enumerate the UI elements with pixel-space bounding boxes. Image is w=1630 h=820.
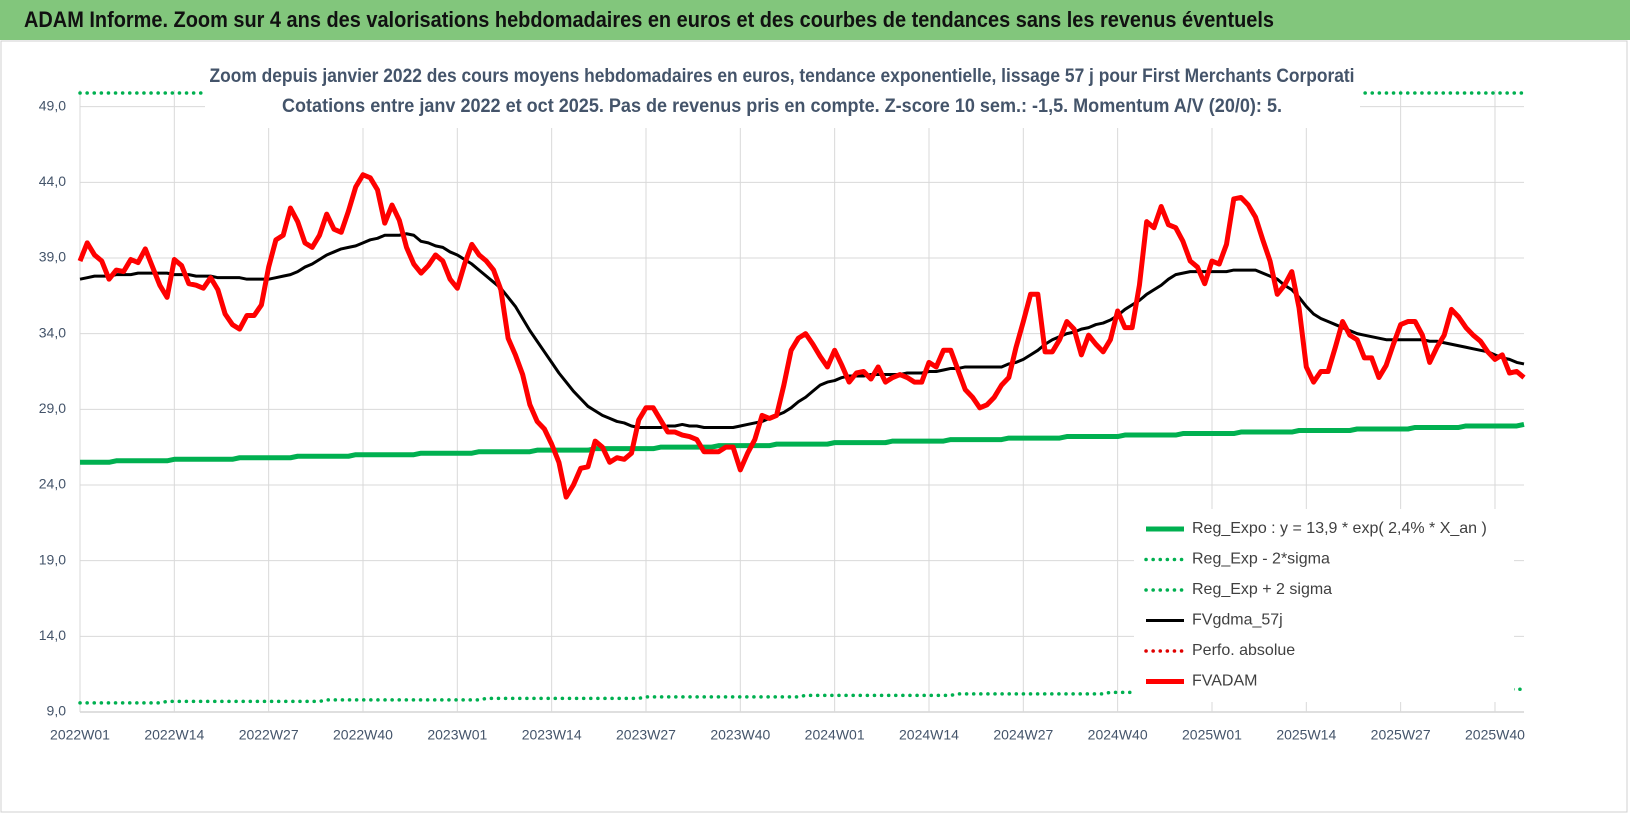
x-tick-label: 2022W40 xyxy=(333,727,393,743)
series-line xyxy=(77,172,1526,500)
y-tick-label: 14,0 xyxy=(39,627,66,643)
y-tick-label: 29,0 xyxy=(39,400,66,416)
legend-label: Reg_Expo : y = 13,9 * exp( 2,4% * X_an ) xyxy=(1192,520,1487,537)
y-tick-label: 19,0 xyxy=(39,551,66,567)
x-tick-label: 2023W40 xyxy=(710,727,770,743)
x-tick-label: 2023W14 xyxy=(522,727,582,743)
title-box: Zoom depuis janvier 2022 des cours moyen… xyxy=(205,58,1360,128)
legend-label: FVgdma_57j xyxy=(1192,612,1283,629)
y-tick-label: 9,0 xyxy=(47,703,67,719)
chart-title: Zoom depuis janvier 2022 des cours moyen… xyxy=(210,66,1355,87)
x-tick-label: 2023W27 xyxy=(616,727,676,743)
x-tick-label: 2023W01 xyxy=(427,727,487,743)
y-tick-label: 34,0 xyxy=(39,324,66,340)
header-title: ADAM Informe. Zoom sur 4 ans des valoris… xyxy=(24,7,1274,32)
x-tick-label: 2025W27 xyxy=(1371,727,1431,743)
chart-subtitle: Cotations entre janv 2022 et oct 2025. P… xyxy=(282,96,1282,117)
series-line xyxy=(80,422,1525,465)
chart-frame xyxy=(0,40,1628,813)
title-background xyxy=(205,58,1360,128)
series-line xyxy=(78,687,1526,705)
legend: Reg_Expo : y = 13,9 * exp( 2,4% * X_an )… xyxy=(1134,509,1514,702)
x-tick-label: 2024W27 xyxy=(993,727,1053,743)
x-tick-label: 2025W14 xyxy=(1276,727,1336,743)
y-tick-label: 44,0 xyxy=(39,173,66,189)
x-tick-label: 2025W40 xyxy=(1465,727,1525,743)
legend-background xyxy=(1134,509,1514,702)
legend-label: FVADAM xyxy=(1192,673,1257,690)
x-tick-label: 2022W14 xyxy=(144,727,204,743)
x-tick-label: 2024W01 xyxy=(805,727,865,743)
y-tick-label: 49,0 xyxy=(39,97,66,113)
y-tick-label: 24,0 xyxy=(39,476,66,492)
legend-label: Reg_Exp - 2*sigma xyxy=(1192,551,1330,568)
x-tick-label: 2025W01 xyxy=(1182,727,1242,743)
header-bar xyxy=(0,0,1630,40)
legend-label: Reg_Exp + 2 sigma xyxy=(1192,581,1332,598)
x-tick-label: 2024W40 xyxy=(1088,727,1148,743)
x-tick-label: 2022W27 xyxy=(239,727,299,743)
x-tick-label: 2022W01 xyxy=(50,727,110,743)
legend-label: Perfo. absolue xyxy=(1192,642,1295,659)
y-tick-label: 39,0 xyxy=(39,249,66,265)
x-tick-label: 2024W14 xyxy=(899,727,959,743)
